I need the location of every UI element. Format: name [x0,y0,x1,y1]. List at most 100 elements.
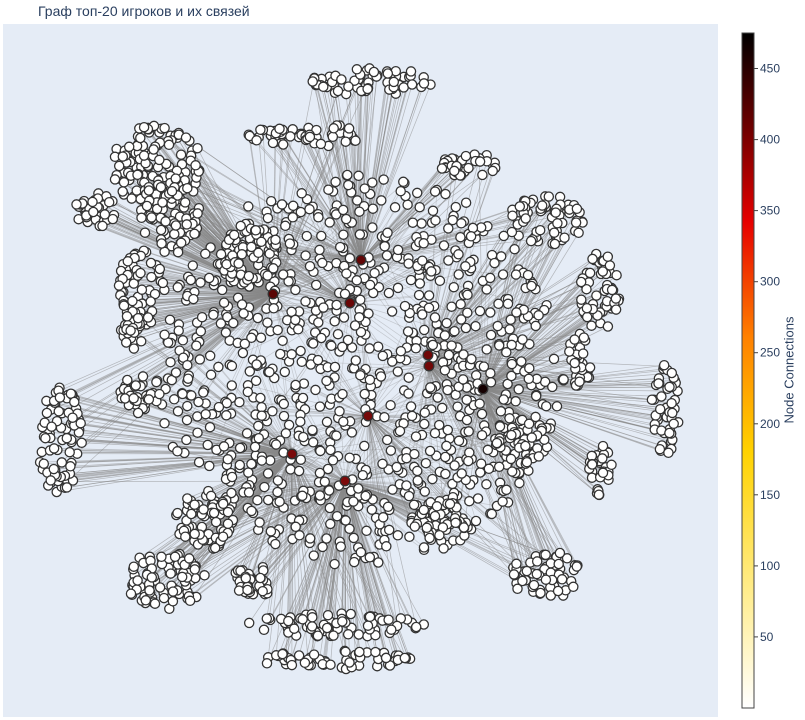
graph-node[interactable] [337,388,348,400]
graph-node[interactable] [497,496,508,507]
graph-node[interactable] [253,420,264,432]
graph-node[interactable] [242,386,254,398]
graph-node[interactable] [470,320,481,332]
graph-node[interactable] [520,213,531,224]
graph-node[interactable] [574,376,585,387]
graph-node[interactable] [382,501,394,513]
graph-node[interactable] [172,406,184,417]
graph-node[interactable] [277,648,288,660]
graph-node[interactable] [409,521,421,532]
graph-node[interactable] [388,76,400,88]
graph-node[interactable] [238,308,249,319]
graph-node[interactable] [203,272,215,284]
graph-node[interactable] [226,471,238,483]
graph-node[interactable] [667,407,678,419]
graph-node[interactable] [285,131,296,142]
graph-node[interactable] [267,406,278,417]
graph-node[interactable] [234,396,245,408]
graph-node[interactable] [285,464,296,475]
graph-node[interactable] [508,569,520,580]
graph-node[interactable] [177,335,189,346]
graph-node[interactable] [118,300,130,311]
graph-node[interactable] [477,169,488,181]
graph-node[interactable] [144,585,155,596]
graph-node[interactable] [549,238,561,250]
graph-node[interactable] [243,270,255,282]
graph-node[interactable] [512,583,523,595]
graph-node[interactable] [509,243,520,255]
graph-node[interactable] [316,332,327,344]
graph-node[interactable] [429,186,441,197]
graph-node[interactable] [431,501,443,512]
graph-node[interactable] [548,353,560,365]
graph-node[interactable] [442,424,454,436]
graph-node[interactable] [387,484,398,495]
graph-node[interactable] [355,370,366,381]
graph-node[interactable] [461,414,473,426]
graph-node[interactable] [221,410,232,421]
graph-node[interactable] [377,458,388,470]
graph-node[interactable] [331,430,342,441]
graph-node[interactable] [204,460,215,472]
graph-node[interactable] [53,406,65,417]
graph-node[interactable] [354,206,365,217]
graph-node[interactable] [481,344,492,355]
graph-node[interactable] [140,595,152,606]
graph-node[interactable] [413,289,425,301]
graph-node[interactable] [495,251,507,262]
graph-node[interactable] [300,296,311,307]
graph-node[interactable] [476,429,488,441]
graph-node[interactable] [109,174,121,185]
graph-node[interactable] [295,206,307,218]
graph-node[interactable] [169,551,181,563]
graph-node[interactable] [321,622,333,634]
graph-node[interactable] [506,466,518,477]
graph-node[interactable] [491,437,503,449]
graph-node[interactable] [378,174,389,185]
graph-node[interactable] [182,493,193,504]
graph-node[interactable] [287,200,299,212]
graph-node[interactable] [160,216,171,227]
graph-node[interactable] [369,267,380,279]
graph-node[interactable] [180,132,192,143]
graph-node[interactable] [155,181,167,193]
graph-node[interactable] [401,452,412,464]
graph-node[interactable] [568,581,579,593]
graph-node[interactable] [610,304,622,315]
graph-node[interactable] [410,621,422,633]
graph-node[interactable] [517,334,528,345]
graph-node[interactable] [521,456,533,468]
graph-node[interactable] [170,220,182,231]
graph-node[interactable] [343,123,355,134]
graph-node[interactable] [304,260,316,272]
graph-node[interactable] [239,338,251,350]
graph-node[interactable] [218,297,230,308]
graph-node[interactable] [668,418,679,430]
graph-node[interactable] [312,354,324,366]
graph-node[interactable] [340,646,351,658]
graph-node[interactable] [663,447,674,459]
graph-node[interactable] [54,392,66,403]
graph-node[interactable] [296,188,307,199]
graph-node[interactable] [476,408,488,420]
graph-node[interactable] [343,81,354,92]
graph-node[interactable] [200,248,211,260]
graph-node[interactable] [481,479,492,490]
graph-node[interactable] [465,231,477,242]
graph-node[interactable] [427,339,439,351]
graph-node[interactable] [581,311,593,323]
graph-node[interactable] [405,274,417,286]
graph-node[interactable] [426,266,437,277]
graph-node[interactable] [360,490,371,502]
graph-node[interactable] [202,439,213,451]
graph-node[interactable] [294,530,305,541]
graph-node[interactable] [348,532,359,544]
graph-node[interactable] [208,309,219,321]
graph-node[interactable] [307,437,319,448]
graph-node[interactable] [342,169,353,181]
graph-node[interactable] [113,160,125,172]
graph-node[interactable] [308,550,320,561]
graph-node[interactable] [412,475,423,486]
graph-node[interactable] [163,139,175,151]
graph-node[interactable] [597,440,609,452]
